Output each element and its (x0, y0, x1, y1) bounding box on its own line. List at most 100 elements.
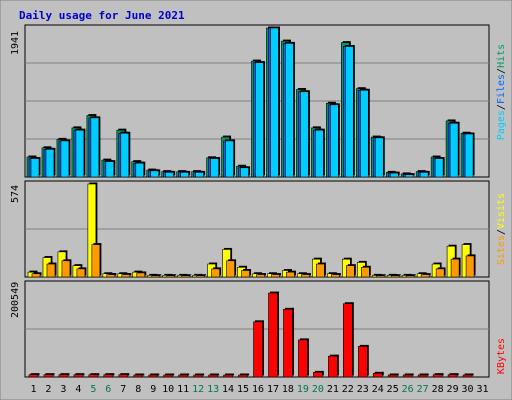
kbytes-bar (73, 374, 84, 378)
kbytes-bar (193, 374, 203, 378)
pages-bar (404, 174, 414, 178)
x-tick-label: 27 (417, 384, 429, 395)
y-max-label-kbytes: 200549 (10, 282, 21, 318)
x-tick-label: 21 (327, 384, 339, 395)
ylabel-kbytes: KBytes (496, 338, 507, 374)
ylabel-part: Visits (496, 193, 507, 229)
x-tick-label: 20 (312, 384, 324, 395)
sites-bar-shadow (183, 274, 192, 276)
kbytes-bar (447, 374, 458, 378)
pages-bar (300, 91, 309, 178)
x-tick-label: 9 (150, 384, 156, 395)
kbytes-bar (58, 374, 69, 378)
pages-bar (449, 122, 459, 178)
sites-bar (31, 273, 41, 278)
pages-bar (255, 62, 264, 178)
kbytes-bar-shadow (120, 373, 130, 376)
kbytes-bar (402, 374, 413, 378)
kbytes-bar-shadow (180, 373, 190, 376)
pages-bar (210, 158, 219, 178)
pages-bar (135, 162, 145, 178)
kbytes-bar (268, 292, 278, 378)
pages-bar (180, 172, 189, 178)
pages-bar (45, 149, 55, 178)
sites-bar (360, 266, 370, 278)
sites-bar (241, 270, 250, 278)
ylabel-part: Files (496, 74, 507, 104)
kbytes-bar-shadow (150, 373, 160, 376)
sites-bar (450, 258, 460, 278)
kbytes-bar-shadow (389, 373, 399, 376)
kbytes-bar-shadow (135, 373, 145, 376)
sites-bar (331, 274, 340, 278)
pages-bar-shadow (406, 173, 415, 176)
sites-bar (121, 274, 131, 278)
kbytes-bar (343, 303, 353, 378)
y-max-label-hits: 1941 (10, 31, 21, 55)
sites-bar (151, 275, 161, 278)
pages-bar (90, 117, 100, 178)
kbytes-bar-shadow (404, 373, 414, 376)
sites-bar (420, 274, 430, 278)
kbytes-bar-shadow (105, 373, 115, 376)
ylabel-part: Hits (496, 44, 507, 68)
kbytes-bar (387, 374, 398, 378)
kbytes-bar (103, 374, 114, 378)
sites-bar (166, 275, 176, 278)
kbytes-bar-shadow (225, 373, 235, 376)
x-tick-label: 13 (207, 384, 219, 395)
kbytes-bar (133, 374, 144, 378)
pages-bar (285, 43, 294, 178)
kbytes-bar (118, 374, 129, 378)
pages-bar (30, 158, 40, 178)
kbytes-bar (163, 374, 174, 378)
sites-bar (405, 275, 415, 278)
sites-bar-shadow (198, 274, 207, 276)
sites-bar (435, 268, 445, 278)
x-tick-label: 24 (372, 384, 384, 395)
panel-bottom (24, 280, 490, 378)
sites-bar (256, 274, 265, 278)
sites-bar-shadow (168, 274, 177, 276)
pages-bar (315, 129, 324, 178)
pages-bar (105, 161, 115, 178)
ylabel-part: Sites (496, 235, 507, 265)
chart-title: Daily usage for June 2021 (19, 9, 185, 22)
y-max-label-visits: 574 (10, 185, 21, 203)
kbytes-bar-shadow (195, 373, 205, 376)
kbytes-bar (372, 372, 383, 378)
sites-bar (91, 244, 101, 278)
kbytes-bar (253, 321, 263, 378)
kbytes-bar-shadow (419, 373, 429, 376)
x-tick-label: 14 (222, 384, 234, 395)
sites-bar (390, 275, 400, 278)
sites-bar-shadow (407, 274, 416, 276)
sites-bar (46, 263, 56, 278)
x-tick-label: 19 (297, 384, 309, 395)
pages-bar (434, 158, 444, 178)
x-tick-label: 17 (267, 384, 279, 395)
x-tick-label: 16 (252, 384, 264, 395)
pages-bar (419, 172, 429, 178)
ylabel-part: / (496, 68, 507, 74)
pages-bar (240, 167, 249, 178)
sites-bar (375, 275, 385, 278)
x-tick-label: 30 (462, 384, 474, 395)
x-tick-label: 23 (357, 384, 369, 395)
x-tick-label: 22 (342, 384, 354, 395)
kbytes-bar-shadow (449, 373, 459, 376)
sites-bar (136, 272, 146, 278)
panel-middle (24, 180, 490, 278)
kbytes-bar (208, 374, 218, 378)
sites-bar (286, 271, 295, 278)
pages-bar (150, 170, 160, 178)
kbytes-bar (223, 374, 233, 378)
pages-bar (359, 89, 369, 178)
pages-bar (75, 129, 85, 178)
ylabel-visits: Sites/Visits (496, 193, 507, 265)
x-tick-label: 12 (192, 384, 204, 395)
sites-bar-shadow (153, 274, 162, 276)
sites-bar (181, 275, 190, 278)
kbytes-bar (28, 374, 39, 378)
kbytes-bar (328, 355, 338, 378)
